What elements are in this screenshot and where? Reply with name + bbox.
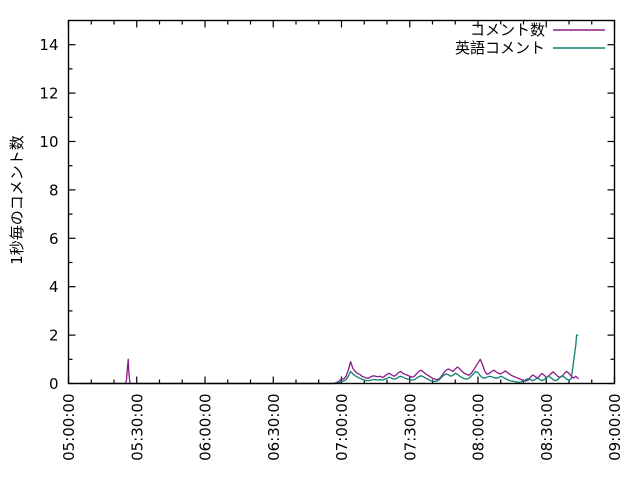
x-tick-label: 07:30:00 [401,394,419,461]
series-line-english-comment [79,334,579,385]
data-series-group [79,334,579,385]
y-tick-label: 0 [49,375,59,393]
x-tick-label: 06:30:00 [265,394,283,461]
y-axis-tick-labels: 0 2 4 6 8 10 12 14 [39,36,58,393]
series-line-comment-count [79,358,579,385]
x-tick-label: 08:00:00 [470,394,488,461]
x-tick-label: 06:00:00 [197,394,215,461]
x-tick-label: 07:00:00 [333,394,351,461]
y-tick-label: 6 [49,230,59,248]
x-axis-tick-labels: 05:00:00 05:30:00 06:00:00 06:30:00 07:00:00… [60,394,624,461]
plot-frame [67,19,616,385]
y-tick-label: 10 [39,133,58,151]
x-tick-label: 09:00:00 [606,394,624,461]
y-tick-label: 12 [39,85,58,103]
y-tick-label: 2 [49,327,59,345]
x-tick-label: 05:00:00 [60,394,78,461]
y-tick-label: 4 [49,278,59,296]
legend-label: 英語コメント [455,39,545,57]
y-tick-label: 14 [39,36,58,54]
x-tick-label: 05:30:00 [128,394,146,461]
y-axis-title: 1秒毎のコメント数 [8,135,26,265]
x-tick-label: 08:30:00 [538,394,556,461]
legend-label: コメント数 [470,21,545,39]
y-tick-label: 8 [49,181,59,199]
